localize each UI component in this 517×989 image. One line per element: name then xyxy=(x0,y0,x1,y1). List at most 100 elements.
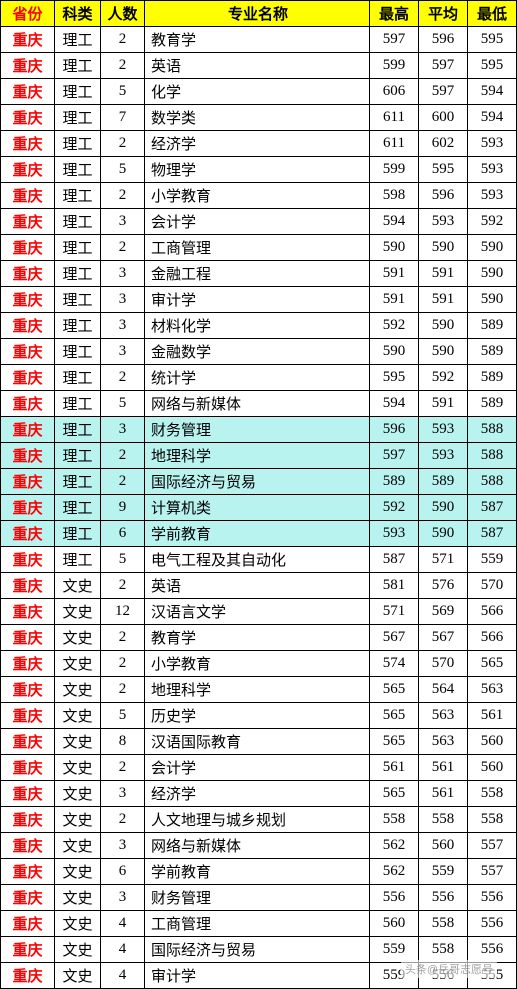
major-cell: 财务管理 xyxy=(145,885,370,911)
avg-cell: 561 xyxy=(419,755,468,781)
high-cell: 590 xyxy=(370,235,419,261)
province-cell: 重庆 xyxy=(1,131,55,157)
major-cell: 会计学 xyxy=(145,209,370,235)
category-cell: 文史 xyxy=(55,755,101,781)
major-cell: 经济学 xyxy=(145,131,370,157)
category-cell: 文史 xyxy=(55,885,101,911)
category-cell: 理工 xyxy=(55,521,101,547)
table-row: 重庆文史2人文地理与城乡规划558558558 xyxy=(1,807,517,833)
province-cell: 重庆 xyxy=(1,53,55,79)
table-row: 重庆文史12汉语言文学571569566 xyxy=(1,599,517,625)
major-cell: 历史学 xyxy=(145,703,370,729)
table-row: 重庆理工6学前教育593590587 xyxy=(1,521,517,547)
count-cell: 3 xyxy=(101,781,145,807)
high-cell: 560 xyxy=(370,911,419,937)
avg-cell: 567 xyxy=(419,625,468,651)
table-row: 重庆理工2工商管理590590590 xyxy=(1,235,517,261)
avg-cell: 591 xyxy=(419,261,468,287)
high-cell: 561 xyxy=(370,755,419,781)
table-row: 重庆文史5历史学565563561 xyxy=(1,703,517,729)
avg-cell: 571 xyxy=(419,547,468,573)
high-cell: 611 xyxy=(370,105,419,131)
category-cell: 理工 xyxy=(55,339,101,365)
avg-cell: 563 xyxy=(419,703,468,729)
low-cell: 594 xyxy=(468,105,517,131)
table-row: 重庆理工2统计学595592589 xyxy=(1,365,517,391)
category-cell: 文史 xyxy=(55,781,101,807)
category-cell: 理工 xyxy=(55,209,101,235)
province-cell: 重庆 xyxy=(1,27,55,53)
major-cell: 教育学 xyxy=(145,27,370,53)
avg-cell: 564 xyxy=(419,677,468,703)
count-cell: 8 xyxy=(101,729,145,755)
avg-cell: 558 xyxy=(419,807,468,833)
category-cell: 理工 xyxy=(55,365,101,391)
major-cell: 学前教育 xyxy=(145,859,370,885)
province-cell: 重庆 xyxy=(1,833,55,859)
low-cell: 566 xyxy=(468,599,517,625)
province-cell: 重庆 xyxy=(1,287,55,313)
low-cell: 589 xyxy=(468,365,517,391)
major-cell: 材料化学 xyxy=(145,313,370,339)
low-cell: 559 xyxy=(468,547,517,573)
low-cell: 560 xyxy=(468,729,517,755)
low-cell: 556 xyxy=(468,911,517,937)
high-cell: 599 xyxy=(370,53,419,79)
province-cell: 重庆 xyxy=(1,651,55,677)
avg-cell: 592 xyxy=(419,365,468,391)
count-cell: 4 xyxy=(101,911,145,937)
table-row: 重庆理工2国际经济与贸易589589588 xyxy=(1,469,517,495)
table-row: 重庆理工3审计学591591590 xyxy=(1,287,517,313)
major-cell: 地理科学 xyxy=(145,677,370,703)
high-cell: 594 xyxy=(370,209,419,235)
province-cell: 重庆 xyxy=(1,859,55,885)
avg-cell: 590 xyxy=(419,495,468,521)
major-cell: 物理学 xyxy=(145,157,370,183)
table-row: 重庆文史3网络与新媒体562560557 xyxy=(1,833,517,859)
high-cell: 591 xyxy=(370,287,419,313)
major-cell: 金融数学 xyxy=(145,339,370,365)
count-cell: 3 xyxy=(101,261,145,287)
table-row: 重庆理工7数学类611600594 xyxy=(1,105,517,131)
province-cell: 重庆 xyxy=(1,729,55,755)
province-cell: 重庆 xyxy=(1,495,55,521)
table-row: 重庆文史4国际经济与贸易559558556 xyxy=(1,937,517,963)
category-cell: 文史 xyxy=(55,677,101,703)
high-cell: 595 xyxy=(370,365,419,391)
header-category: 科类 xyxy=(55,1,101,27)
avg-cell: 595 xyxy=(419,157,468,183)
header-province: 省份 xyxy=(1,1,55,27)
high-cell: 574 xyxy=(370,651,419,677)
high-cell: 589 xyxy=(370,469,419,495)
low-cell: 595 xyxy=(468,27,517,53)
table-row: 重庆文史2会计学561561560 xyxy=(1,755,517,781)
table-row: 重庆理工9计算机类592590587 xyxy=(1,495,517,521)
low-cell: 587 xyxy=(468,521,517,547)
count-cell: 5 xyxy=(101,547,145,573)
low-cell: 593 xyxy=(468,183,517,209)
count-cell: 2 xyxy=(101,235,145,261)
major-cell: 会计学 xyxy=(145,755,370,781)
low-cell: 557 xyxy=(468,859,517,885)
count-cell: 6 xyxy=(101,859,145,885)
category-cell: 文史 xyxy=(55,625,101,651)
category-cell: 文史 xyxy=(55,703,101,729)
low-cell: 558 xyxy=(468,807,517,833)
avg-cell: 590 xyxy=(419,521,468,547)
avg-cell: 597 xyxy=(419,79,468,105)
avg-cell: 591 xyxy=(419,287,468,313)
major-cell: 网络与新媒体 xyxy=(145,833,370,859)
table-row: 重庆文史2小学教育574570565 xyxy=(1,651,517,677)
low-cell: 588 xyxy=(468,443,517,469)
major-cell: 工商管理 xyxy=(145,911,370,937)
category-cell: 理工 xyxy=(55,261,101,287)
watermark-text: 头条@岳哥志愿号 xyxy=(401,960,497,978)
province-cell: 重庆 xyxy=(1,261,55,287)
category-cell: 文史 xyxy=(55,963,101,989)
major-cell: 小学教育 xyxy=(145,651,370,677)
high-cell: 565 xyxy=(370,703,419,729)
category-cell: 理工 xyxy=(55,443,101,469)
major-cell: 审计学 xyxy=(145,963,370,989)
table-row: 重庆理工5化学606597594 xyxy=(1,79,517,105)
province-cell: 重庆 xyxy=(1,807,55,833)
